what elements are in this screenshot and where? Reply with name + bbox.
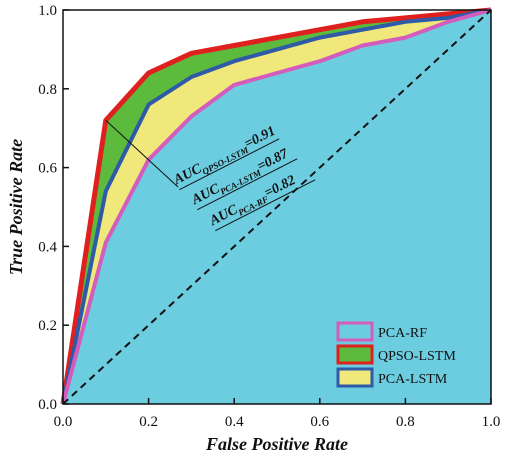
y-axis-title: True Positive Rate (6, 139, 26, 275)
x-axis-title: False Positive Rate (205, 434, 348, 454)
x-tick-label: 0.2 (139, 414, 158, 430)
auc-underline (215, 179, 316, 232)
y-tick-label: 0.2 (38, 318, 57, 334)
legend-swatch (336, 344, 374, 365)
legend-label: PCA-RF (378, 326, 427, 341)
x-tick-label: 0.6 (310, 414, 329, 430)
legend-item-qpso-lstm: QPSO-LSTM (336, 344, 456, 365)
x-tick-label: 1.0 (482, 414, 501, 430)
legend-item-pca-rf: PCA-RF (336, 321, 427, 342)
curve-pca-lstm (61, 8, 492, 405)
x-axis-ticks: 0.0 0.2 0.4 0.6 0.8 1.0 (54, 398, 501, 430)
curve-qpso-lstm (60, 7, 492, 405)
x-tick-label: 0.0 (54, 414, 73, 430)
auc-underline (197, 158, 298, 211)
auc-underline (179, 138, 280, 191)
y-tick-label: 0.0 (38, 397, 57, 413)
y-tick-label: 0.6 (38, 161, 57, 177)
auc-leader-line (105, 119, 179, 188)
x-tick-label: 0.8 (396, 414, 415, 430)
plot-frame (62, 9, 492, 405)
y-tick-label: 0.4 (38, 239, 57, 255)
y-tick-label: 0.8 (38, 82, 57, 98)
legend-label: PCA-LSTM (378, 372, 448, 387)
legend-label: QPSO-LSTM (378, 349, 456, 364)
y-axis-ticks: 0.0 0.2 0.4 0.6 0.8 1.0 (38, 3, 69, 413)
x-tick-label: 0.4 (225, 414, 244, 430)
y-tick-label: 1.0 (38, 3, 57, 19)
legend-swatch (336, 367, 374, 388)
random-classifier-line (62, 9, 492, 405)
legend: PCA-RF QPSO-LSTM PCA-LSTM (336, 321, 456, 388)
roc-curves (60, 7, 492, 405)
legend-item-pca-lstm: PCA-LSTM (336, 367, 448, 388)
legend-swatch (336, 321, 374, 342)
curve-pca-rf (61, 8, 492, 405)
